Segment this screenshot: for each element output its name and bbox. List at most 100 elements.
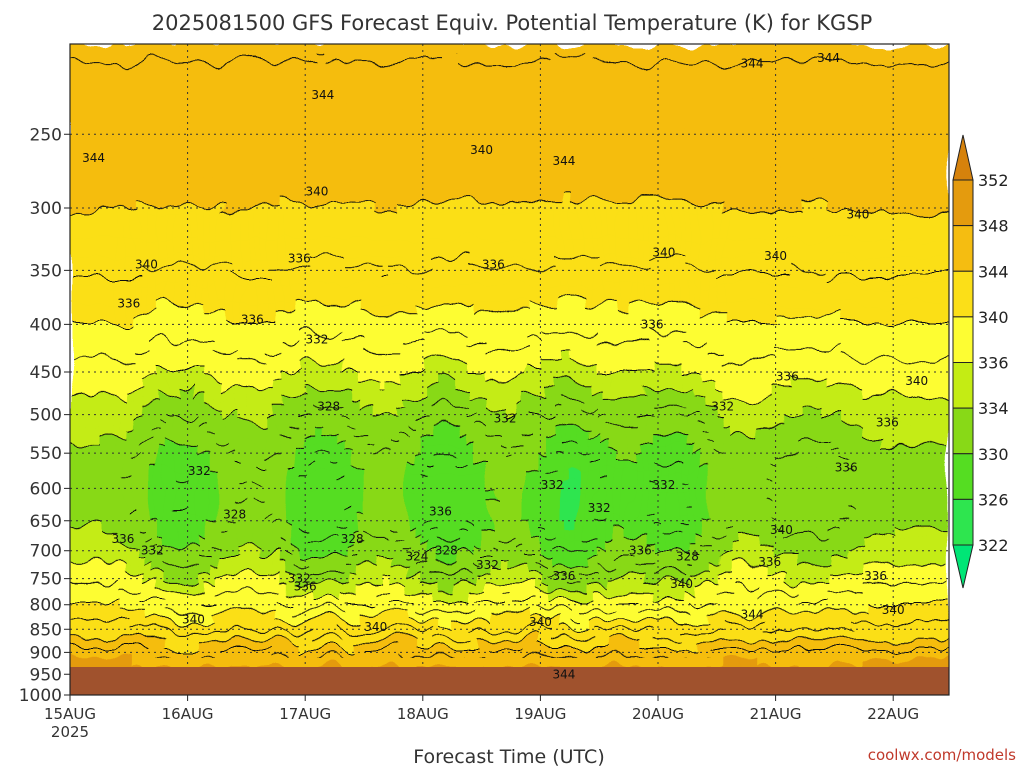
colorbar-label: 322 bbox=[978, 536, 1009, 555]
contour-label: 344 bbox=[741, 608, 764, 622]
contour-label: 328 bbox=[223, 507, 246, 521]
contour-label: 340 bbox=[846, 208, 869, 222]
y-tick-label: 650 bbox=[30, 512, 62, 532]
contour-label: 332 bbox=[476, 558, 499, 572]
contour-label: 336 bbox=[288, 252, 311, 266]
contour-label: 340 bbox=[770, 523, 793, 537]
contour-label: 336 bbox=[641, 317, 664, 331]
credit-link[interactable]: coolwx.com/models bbox=[868, 746, 1016, 764]
x-tick-label: 19AUG bbox=[514, 705, 566, 723]
contour-label: 324 bbox=[405, 549, 428, 563]
colorbar-label: 352 bbox=[978, 171, 1009, 190]
y-axis: 250 300 350 400 450 500 550 600 650 700 750 800 850 9… bbox=[19, 125, 70, 706]
colorbar-label: 330 bbox=[978, 445, 1009, 464]
contour-label: 336 bbox=[117, 297, 140, 311]
contour-label: 344 bbox=[817, 51, 840, 65]
contour-label: 344 bbox=[741, 57, 764, 71]
y-tick-label: 950 bbox=[30, 665, 62, 685]
contour-label: 332 bbox=[588, 501, 611, 515]
x-tick-label: 16AUG bbox=[162, 705, 214, 723]
contour-label: 344 bbox=[552, 154, 575, 168]
x-tick-label: 20AUG bbox=[632, 705, 684, 723]
contour-label: 340 bbox=[182, 613, 205, 627]
contour-label: 332 bbox=[541, 478, 564, 492]
x-tick-label: 18AUG bbox=[397, 705, 449, 723]
contour-label: 340 bbox=[135, 258, 158, 272]
contour-label: 328 bbox=[435, 544, 458, 558]
y-tick-label: 500 bbox=[30, 406, 62, 426]
contour-label: 328 bbox=[317, 399, 340, 413]
contour-label: 344 bbox=[311, 88, 334, 102]
contour-label: 328 bbox=[676, 549, 699, 563]
contour-label: 340 bbox=[670, 577, 693, 591]
contour-label: 336 bbox=[294, 580, 317, 594]
y-tick-label: 850 bbox=[30, 620, 62, 640]
plot-frame bbox=[69, 43, 950, 696]
colorbar-band bbox=[952, 498, 974, 546]
colorbar-band bbox=[952, 362, 974, 409]
y-tick-label: 300 bbox=[30, 199, 62, 219]
contour-label: 332 bbox=[652, 478, 675, 492]
y-tick-label: 400 bbox=[30, 315, 62, 335]
colorbar-band bbox=[952, 453, 974, 500]
contour-label: 336 bbox=[429, 504, 452, 518]
y-tick-label: 450 bbox=[30, 363, 62, 383]
contour-label: 332 bbox=[306, 332, 329, 346]
colorbar-band bbox=[952, 407, 974, 455]
contour-label: 340 bbox=[306, 184, 329, 198]
contour-label: 336 bbox=[552, 569, 575, 583]
colorbar-label: 348 bbox=[978, 217, 1009, 236]
contour-label: 332 bbox=[188, 464, 211, 478]
contour-label: 336 bbox=[776, 369, 799, 383]
x-axis-title: Forecast Time (UTC) bbox=[413, 746, 604, 768]
x-tick-label: 22AUG bbox=[867, 705, 919, 723]
contour-label: 340 bbox=[364, 620, 387, 634]
contour-label: 340 bbox=[470, 143, 493, 157]
contour-label: 344 bbox=[82, 151, 105, 165]
y-tick-label: 700 bbox=[30, 542, 62, 562]
contour-label: 336 bbox=[835, 461, 858, 475]
colorbar-band bbox=[952, 225, 974, 272]
contour-label: 340 bbox=[882, 603, 905, 617]
colorbar-bottom-arrow bbox=[952, 544, 974, 589]
contour-label: 336 bbox=[876, 416, 899, 430]
y-tick-label: 350 bbox=[30, 261, 62, 281]
contour-label: 336 bbox=[241, 312, 264, 326]
x-tick-label: 15AUG bbox=[44, 705, 96, 723]
y-tick-label: 550 bbox=[30, 444, 62, 464]
contour-label: 336 bbox=[864, 569, 887, 583]
colorbar-band bbox=[952, 270, 974, 318]
colorbar-band bbox=[952, 316, 974, 363]
x-tick-label: 21AUG bbox=[750, 705, 802, 723]
colorbar-top-arrow bbox=[952, 134, 974, 181]
contour-label: 340 bbox=[764, 249, 787, 263]
contour-label: 332 bbox=[288, 572, 311, 586]
colorbar-label: 340 bbox=[978, 308, 1009, 327]
contour-label: 340 bbox=[529, 615, 552, 629]
contour-label: 336 bbox=[629, 544, 652, 558]
contour-label: 336 bbox=[482, 258, 505, 272]
y-tick-label: 750 bbox=[30, 570, 62, 590]
colorbar-label: 336 bbox=[978, 354, 1009, 373]
contour-label: 340 bbox=[905, 374, 928, 388]
grid-lines bbox=[70, 44, 949, 695]
contour-label: 328 bbox=[341, 532, 364, 546]
contour-label: 340 bbox=[652, 246, 675, 260]
colorbar-label: 334 bbox=[978, 399, 1009, 418]
x-tick-label: 17AUG bbox=[279, 705, 331, 723]
chart-title: 2025081500 GFS Forecast Equiv. Potential… bbox=[152, 11, 873, 35]
colorbar-band bbox=[952, 179, 974, 227]
y-tick-label: 600 bbox=[30, 479, 62, 499]
contour-label: 336 bbox=[758, 555, 781, 569]
x-axis: 15AUG 16AUG 17AUG 18AUG 19AUG 20AUG 21AUG 22AUG bbox=[44, 695, 919, 723]
contour-lines bbox=[70, 52, 949, 659]
colorbar: 352 348 344 340 336 334 330 326 322 bbox=[952, 134, 1009, 589]
y-tick-label: 800 bbox=[30, 596, 62, 616]
y-tick-label: 900 bbox=[30, 643, 62, 663]
y-tick-label: 250 bbox=[30, 125, 62, 145]
contour-label: 344 bbox=[552, 667, 575, 681]
contour-label: 336 bbox=[111, 532, 134, 546]
colorbar-label: 344 bbox=[978, 262, 1009, 281]
